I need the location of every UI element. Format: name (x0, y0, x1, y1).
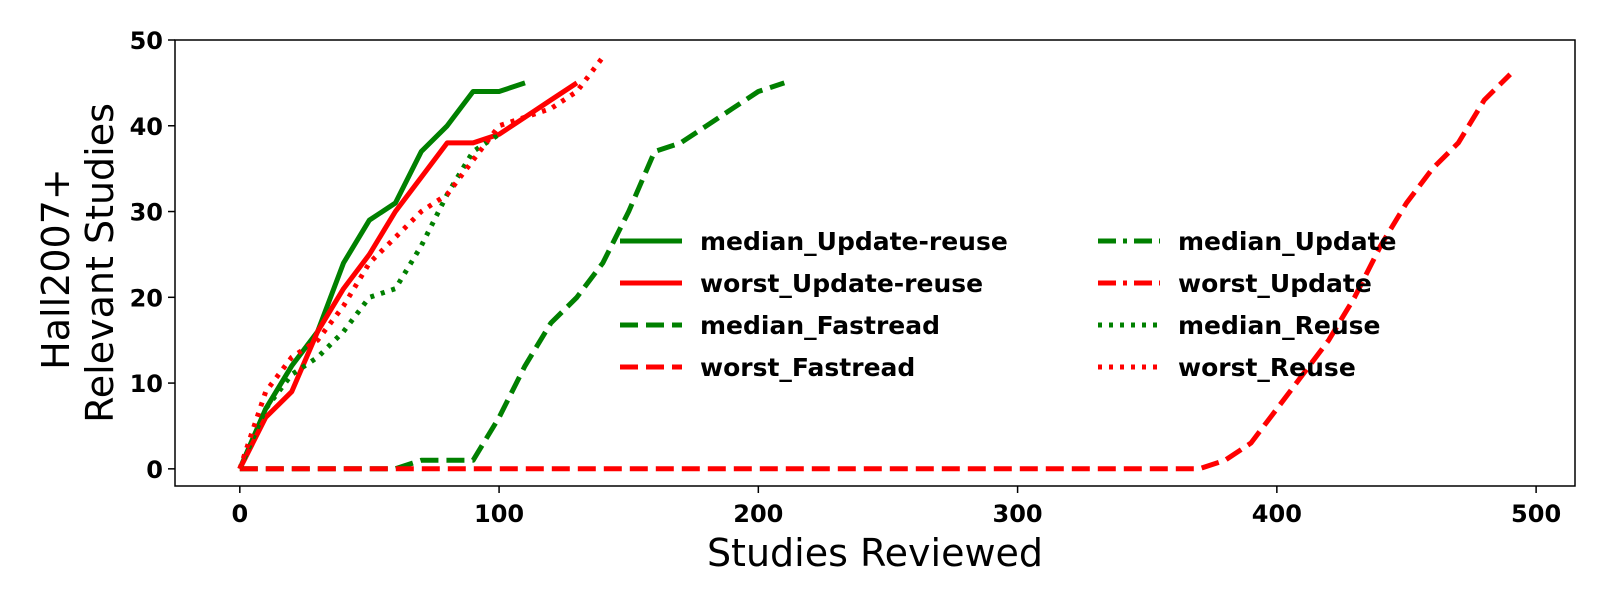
legend-label-median_Fastread: median_Fastread (700, 311, 940, 340)
x-tick-label: 0 (231, 500, 248, 528)
legend-label-worst_Reuse: worst_Reuse (1178, 353, 1356, 382)
legend: median_Update-reuseworst_Update-reusemed… (620, 227, 1397, 382)
x-tick-label: 200 (733, 500, 783, 528)
legend-label-worst_Update: worst_Update (1178, 269, 1372, 298)
series-line-worst_Reuse (237, 55, 605, 470)
x-tick-label: 500 (1511, 500, 1561, 528)
y-axis-label-line-2: Relevant Studies (78, 103, 122, 423)
x-tick-label: 300 (993, 500, 1043, 528)
y-tick-label: 0 (146, 456, 163, 484)
y-axis-label: Hall2007+ Relevant Studies (34, 103, 122, 423)
legend-label-median_Reuse: median_Reuse (1178, 311, 1380, 340)
legend-label-median_Update: median_Update (1178, 227, 1397, 256)
series-line-worst_Fastread (239, 72, 1512, 472)
y-tick-label: 20 (130, 284, 163, 312)
series-line-worst_Update-reuse (237, 80, 579, 470)
axis-ticks: 0 100 200 300 400 500 0 10 20 30 40 50 (130, 27, 1562, 528)
legend-label-worst_Update-reuse: worst_Update-reuse (700, 269, 983, 298)
y-tick-label: 10 (130, 370, 163, 398)
series-line-median_Update-reuse (237, 80, 526, 470)
series-line-median_Reuse (237, 132, 501, 470)
x-tick-label: 400 (1252, 500, 1302, 528)
legend-label-median_Update-reuse: median_Update-reuse (700, 227, 1008, 256)
y-tick-label: 40 (130, 113, 163, 141)
plot-area-frame (174, 39, 1576, 487)
x-axis-label: Studies Reviewed (707, 531, 1043, 575)
y-tick-label: 30 (130, 199, 163, 227)
y-axis-label-line-1: Hall2007+ (34, 168, 78, 370)
chart-series-layer (237, 55, 1512, 472)
x-tick-label: 100 (474, 500, 524, 528)
series-line-median_Fastread (239, 80, 786, 472)
legend-label-worst_Fastread: worst_Fastread (700, 353, 915, 382)
y-tick-label: 50 (130, 27, 163, 55)
